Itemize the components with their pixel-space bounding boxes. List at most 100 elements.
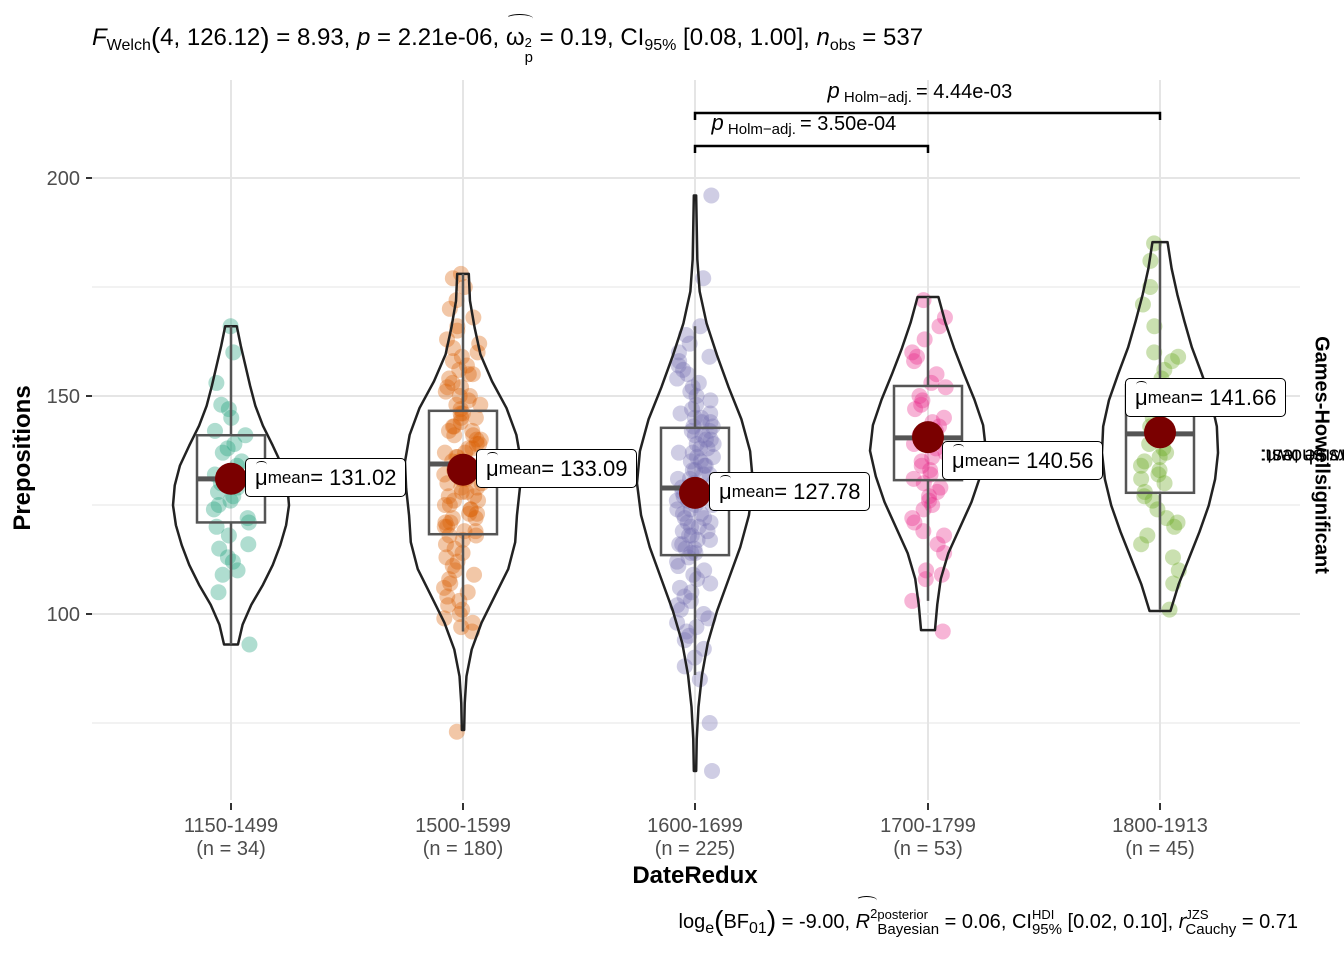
data-point [671, 353, 688, 370]
data-point [1146, 235, 1163, 252]
data-point [681, 627, 698, 644]
data-point [452, 405, 469, 422]
data-point [1136, 453, 1153, 470]
data-point [439, 331, 456, 348]
data-point [210, 497, 227, 513]
data-point [913, 453, 930, 470]
data-point [693, 414, 710, 431]
data-point [687, 462, 704, 479]
x-axis-title: DateRedux [632, 862, 758, 889]
group-1150-1499: 1150-1499(n = 34) [171, 318, 291, 860]
mean-point [1144, 416, 1176, 449]
data-point [1149, 501, 1166, 518]
data-point [440, 488, 457, 505]
data-point [683, 518, 700, 535]
mean-label: μ mean = 133.09 [476, 449, 638, 488]
data-point [702, 414, 719, 431]
data-point [676, 658, 693, 675]
x-tick-count: (n = 53) [893, 838, 962, 860]
data-point [452, 414, 469, 431]
data-point [471, 435, 488, 452]
data-point [444, 353, 461, 370]
data-point [213, 396, 230, 413]
data-point [705, 435, 722, 452]
x-tick-label: 1600-1699 [647, 815, 743, 837]
data-point [674, 505, 691, 522]
data-point [671, 579, 688, 596]
violin-outline [1100, 240, 1220, 613]
data-point [1151, 449, 1168, 466]
data-point [439, 379, 456, 396]
data-point [913, 396, 930, 413]
violin-outline [171, 324, 291, 646]
data-point [220, 401, 237, 418]
mean-value: = 133.09 [541, 455, 628, 481]
data-point [694, 427, 711, 444]
data-point [689, 571, 706, 588]
data-point [446, 427, 463, 444]
data-point [446, 492, 463, 509]
x-tick-count: (n = 34) [196, 838, 265, 860]
data-point [683, 527, 700, 544]
data-point [669, 501, 686, 518]
mean-subscript: mean [498, 458, 542, 478]
data-point [702, 575, 719, 592]
data-point [704, 449, 721, 466]
data-point [697, 431, 714, 448]
data-point [1146, 318, 1163, 335]
x-tick-count: (n = 45) [1125, 838, 1194, 860]
data-point [684, 379, 701, 396]
data-point [923, 374, 940, 391]
mean-point [447, 453, 479, 486]
data-point [460, 392, 477, 409]
data-point [1169, 514, 1186, 531]
data-point [441, 497, 458, 513]
data-point [442, 514, 459, 531]
mean-value: = 140.56 [1007, 447, 1094, 473]
mean-subscript: mean [731, 481, 775, 501]
data-point [466, 488, 483, 505]
data-point [701, 715, 718, 731]
data-point [437, 514, 454, 531]
x-tick-label: 1150-1499 [184, 815, 278, 837]
data-point [460, 366, 477, 383]
x-tick-label: 1700-1799 [880, 815, 976, 837]
data-point [692, 505, 709, 522]
data-point [703, 187, 720, 204]
data-point [702, 431, 719, 448]
data-point [906, 514, 923, 531]
data-point [699, 440, 716, 457]
y-axis-title: Prepositions [9, 385, 36, 531]
data-point [904, 592, 921, 609]
data-point [464, 366, 481, 383]
data-point [678, 623, 695, 640]
group-1700-1799: 1700-1799(n = 53) [868, 292, 988, 860]
data-point [672, 405, 689, 422]
data-point [697, 457, 714, 474]
data-point [226, 435, 243, 452]
y-tick-label: 100 [47, 604, 80, 626]
data-point [436, 444, 453, 461]
mu-hat-symbol: μ [952, 443, 965, 473]
mu-hat-symbol: μ [1135, 380, 1148, 410]
data-point [453, 619, 470, 636]
data-point [685, 566, 702, 583]
data-point [438, 549, 455, 566]
data-point [704, 762, 721, 779]
group-1600-1699: 1600-1699(n = 225) [635, 187, 755, 860]
data-point [674, 536, 691, 553]
data-point [904, 344, 921, 361]
mean-value: = 127.78 [774, 478, 861, 504]
data-point [687, 544, 704, 561]
data-point [669, 553, 686, 570]
violin-outline [403, 272, 523, 732]
data-point [670, 357, 687, 374]
data-point [464, 614, 481, 631]
data-point [1166, 518, 1183, 535]
data-point [702, 405, 719, 422]
mean-value: = 141.66 [1190, 384, 1277, 410]
data-point [449, 553, 466, 570]
data-point [922, 466, 939, 483]
data-point [689, 531, 706, 548]
data-point [468, 431, 485, 448]
